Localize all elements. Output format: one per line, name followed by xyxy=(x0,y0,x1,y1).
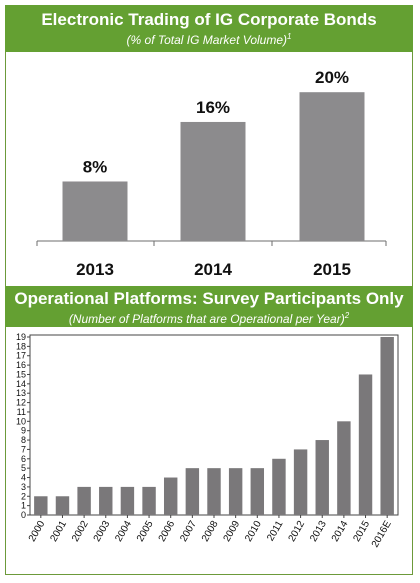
chart2-x-tick-label-2009: 2009 xyxy=(222,519,243,544)
chart2-footnote: 2 xyxy=(344,311,350,320)
chart1-data-label-2015: 20% xyxy=(315,68,349,87)
chart1-x-tick-label-2013: 2013 xyxy=(76,260,114,279)
chart2-y-tick-label: 13 xyxy=(16,388,26,398)
chart2-y-tick-label: 2 xyxy=(21,491,26,501)
chart2-bar-2013 xyxy=(315,440,329,515)
chart2-bar-2005 xyxy=(142,486,156,515)
chart1-bar-2013 xyxy=(62,181,128,241)
chart2-bar-2003 xyxy=(99,486,113,515)
chart2-x-tick-label-2005: 2005 xyxy=(135,519,156,544)
chart2-bar-2011 xyxy=(272,458,286,515)
chart2-x-tick-label-2014: 2014 xyxy=(330,519,351,544)
chart2-bar-2006 xyxy=(163,477,178,515)
chart2-y-tick-label: 4 xyxy=(21,473,26,483)
chart2-y-tick-label: 5 xyxy=(21,463,26,473)
chart2-bar-2014 xyxy=(337,421,351,515)
chart2-subtitle-text: (Number of Platforms that are Operationa… xyxy=(68,312,345,326)
chart1-subtitle-text: (% of Total IG Market Volume) xyxy=(126,33,288,47)
chart2-y-tick-label: 15 xyxy=(16,369,26,379)
chart2-x-tick-label-2000: 2000 xyxy=(27,519,48,544)
chart2-bar-2002 xyxy=(77,486,91,515)
chart2-bar-2008 xyxy=(207,468,221,515)
chart2-y-tick-label: 16 xyxy=(16,360,26,370)
chart2-bar-2007 xyxy=(185,468,200,515)
chart2-bar-2004 xyxy=(120,486,135,515)
chart1-subtitle: (% of Total IG Market Volume)1 xyxy=(5,30,413,47)
chart2-x-tick-label-2010: 2010 xyxy=(243,519,264,544)
chart2-bar-2015 xyxy=(358,374,373,515)
chart2-y-tick-label: 9 xyxy=(21,426,26,436)
chart1-title: Electronic Trading of IG Corporate Bonds xyxy=(41,10,377,29)
chart2-x-tick-label-2011: 2011 xyxy=(265,519,285,544)
chart2-y-tick-label: 3 xyxy=(21,482,26,492)
chart2-y-tick-label: 17 xyxy=(16,351,26,361)
chart2-subtitle: (Number of Platforms that are Operationa… xyxy=(5,309,413,326)
chart1-data-label-2013: 8% xyxy=(83,157,108,176)
chart2-bar-2009 xyxy=(228,468,243,515)
chart2-y-tick-label: 0 xyxy=(21,510,26,520)
chart2-x-tick-label-2002: 2002 xyxy=(70,519,91,544)
chart2-title: Operational Platforms: Survey Participan… xyxy=(14,289,404,308)
chart2-y-tick-label: 8 xyxy=(21,435,26,445)
chart2-y-tick-label: 7 xyxy=(21,444,26,454)
chart2-y-tick-label: 14 xyxy=(16,379,26,389)
chart1-data-label-2014: 16% xyxy=(196,98,230,117)
chart2-x-tick-label-2007: 2007 xyxy=(178,519,199,544)
chart1-x-tick-label-2015: 2015 xyxy=(313,260,351,279)
chart2-bar-2012 xyxy=(293,449,308,515)
chart1-x-tick-label-2014: 2014 xyxy=(194,260,232,279)
chart2-x-tick-label-2016E: 2016E xyxy=(370,519,394,550)
chart2-bar-2016E xyxy=(380,337,394,515)
chart2-x-tick-label-2001: 2001 xyxy=(48,519,69,544)
chart2-x-tick-label-2013: 2013 xyxy=(308,519,329,544)
chart2-y-tick-label: 10 xyxy=(16,416,26,426)
chart2-bar-2010 xyxy=(250,468,265,515)
chart2-y-tick-label: 12 xyxy=(16,398,26,408)
chart1-banner: Electronic Trading of IG Corporate Bonds… xyxy=(5,5,413,52)
chart1-footnote: 1 xyxy=(287,32,292,41)
chart2-x-tick-label-2008: 2008 xyxy=(200,519,221,544)
chart1-bar-2014 xyxy=(180,121,246,241)
chart2-y-tick-label: 11 xyxy=(17,407,26,417)
chart2-x-tick-label-2004: 2004 xyxy=(113,519,134,544)
chart1-bar-2015 xyxy=(299,92,365,241)
chart2-y-tick-label: 6 xyxy=(21,454,26,464)
chart2-x-tick-label-2012: 2012 xyxy=(287,519,308,544)
chart2-x-tick-label-2015: 2015 xyxy=(351,519,372,544)
chart2-x-tick-label-2006: 2006 xyxy=(157,519,178,544)
chart2-y-tick-label: 18 xyxy=(16,341,26,351)
chart2-banner: Operational Platforms: Survey Participan… xyxy=(5,286,413,327)
chart2-bar-2001 xyxy=(55,496,70,515)
chart2-y-tick-label: 1 xyxy=(21,501,26,511)
chart2-x-tick-label-2003: 2003 xyxy=(92,519,113,544)
chart2-bar-2000 xyxy=(34,496,48,515)
chart2-y-tick-label: 19 xyxy=(16,332,26,342)
